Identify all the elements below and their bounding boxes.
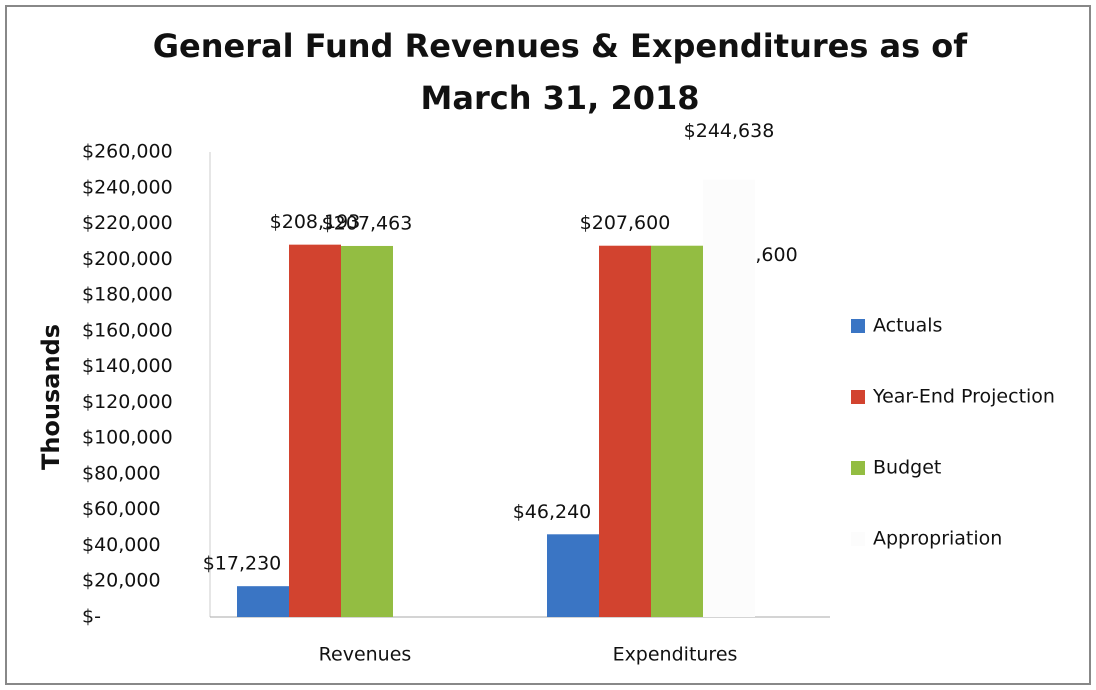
bar — [651, 245, 703, 617]
y-tick-label: $220,000 — [82, 212, 173, 234]
bar — [289, 244, 341, 617]
y-tick-label: $100,000 — [82, 427, 173, 449]
bar — [599, 245, 651, 617]
y-tick-label: $240,000 — [82, 176, 173, 198]
y-tick-label: $200,000 — [82, 248, 173, 270]
y-tick-label: $140,000 — [82, 355, 173, 377]
legend-label: Budget — [873, 457, 941, 479]
data-label: $244,638 — [684, 120, 775, 142]
bar — [703, 179, 755, 617]
bar — [341, 245, 393, 618]
legend-swatch — [851, 461, 865, 475]
legend-label: Actuals — [873, 315, 942, 337]
x-tick-label: Revenues — [319, 644, 412, 666]
data-label: $46,240 — [513, 501, 592, 523]
y-tick-label: $20,000 — [82, 570, 161, 592]
data-label: $17,230 — [203, 553, 282, 575]
y-tick-label: $260,000 — [82, 141, 173, 163]
y-tick-label: $160,000 — [82, 319, 173, 341]
y-tick-label: $- — [82, 606, 101, 628]
y-tick-label: $180,000 — [82, 284, 173, 306]
y-tick-label: $60,000 — [82, 498, 161, 520]
legend-swatch — [851, 390, 865, 404]
y-tick-label: $80,000 — [82, 462, 161, 484]
bar — [237, 586, 289, 617]
legend-swatch — [851, 319, 865, 333]
legend-label: Year-End Projection — [872, 386, 1055, 408]
x-tick-label: Expenditures — [613, 644, 738, 666]
y-tick-label: $40,000 — [82, 534, 161, 556]
chart-title: March 31, 2018 — [421, 79, 700, 117]
y-tick-label: $120,000 — [82, 391, 173, 413]
legend-swatch — [851, 532, 865, 546]
legend-label: Appropriation — [873, 528, 1002, 550]
chart-title: General Fund Revenues & Expenditures as … — [153, 27, 969, 65]
data-label: $207,600 — [580, 212, 671, 234]
bar — [547, 534, 599, 617]
data-label: $207,463 — [322, 212, 413, 234]
y-axis-title: Thousands — [37, 324, 65, 470]
data-label: $208,193 — [270, 211, 361, 233]
